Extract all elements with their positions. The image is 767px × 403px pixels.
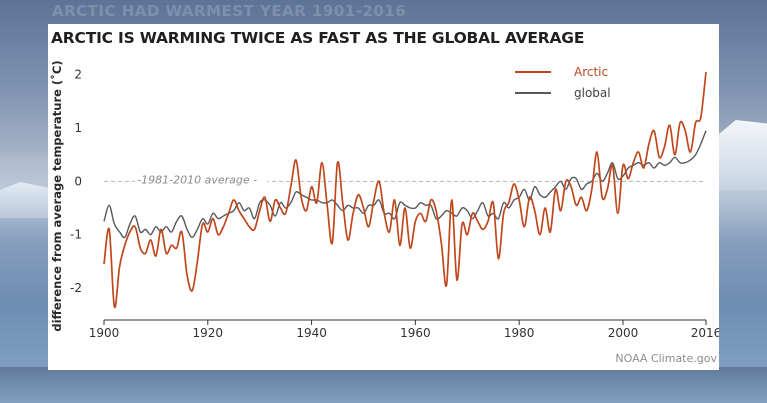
series-line-arctic [103,71,707,309]
reference-label-bg [135,171,268,186]
background-water [0,367,767,403]
y-tick-label: -1 [70,228,82,242]
y-tick-label: 1 [74,121,82,135]
x-tick-label: 1960 [400,326,431,340]
x-tick-label: 1980 [504,326,535,340]
y-tick-label: 0 [74,174,82,188]
x-tick-label: 2016 [691,326,719,340]
chart-panel: ARCTIC IS WARMING TWICE AS FAST AS THE G… [48,24,719,370]
source-credit: NOAA Climate.gov [615,352,717,365]
background-ice-right [719,120,767,190]
legend-label-global: global [574,86,611,100]
x-tick-label: 1900 [89,326,120,340]
y-tick-label: 2 [74,68,82,82]
legend-label-arctic: Arctic [574,65,608,79]
x-tick-label: 1920 [193,326,224,340]
y-tick-label: -2 [70,281,82,295]
chart-plot: 1900 1920 1940 1960 1980 2000 2016 2 1 0 -1 -2 diffe… [49,60,719,340]
reference-line-label: -1981-2010 average - [137,173,257,186]
x-tick-label: 1940 [296,326,327,340]
chart-title: ARCTIC IS WARMING TWICE AS FAST AS THE G… [51,29,585,47]
background-faint-caption: ARCTIC HAD WARMEST YEAR 1901-2016 [52,2,407,20]
y-axis-label: difference from average temperature (˚C) [49,60,64,331]
series-line-global [103,130,707,239]
background-ice-left [0,182,50,218]
x-tick-label: 2000 [608,326,639,340]
